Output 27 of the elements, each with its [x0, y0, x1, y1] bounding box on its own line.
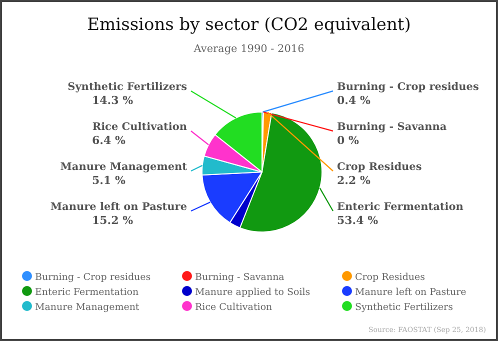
legend-label: Rice Cultivation [195, 302, 272, 313]
slice-label: Crop Residues [337, 161, 422, 173]
slice-label: Rice Cultivation [92, 121, 188, 133]
legend-label: Crop Residues [355, 272, 426, 283]
data-label: 15.2 % [92, 214, 134, 227]
slice-label: Burning - Crop residues [337, 81, 479, 93]
legend-label: Manure left on Pasture [355, 287, 467, 298]
data-label: 5.1 % [92, 174, 126, 187]
text: 0 % [337, 134, 359, 147]
legend-label: Manure applied to Soils [195, 287, 310, 298]
data-label: 2.2 % [337, 174, 371, 187]
slice-label: Synthetic Fertilizers [68, 81, 188, 93]
legend-label: Burning - Savanna [195, 272, 285, 283]
slice-label: Manure Management [60, 161, 188, 173]
data-label: 14.3 % [92, 94, 134, 107]
data-label: 0.4 % [337, 94, 371, 107]
legend-label: Burning - Crop residues [35, 272, 151, 283]
chart-subtitle: Average 1990 - 2016 [192, 43, 305, 55]
slice-label: Manure left on Pasture [50, 201, 188, 213]
legend-label: Enteric Fermentation [35, 287, 139, 298]
chart-title: Emissions by sector (CO2 equivalent) [87, 15, 411, 35]
data-label: 6.4 % [92, 134, 126, 147]
legend-label: Manure Management [35, 302, 140, 313]
category-label: Burning - Savanna [337, 121, 447, 133]
legend-label: Synthetic Fertilizers [355, 302, 454, 313]
data-label: 53.4 % [337, 214, 379, 227]
slice-label: Enteric Fermentation [337, 201, 464, 213]
